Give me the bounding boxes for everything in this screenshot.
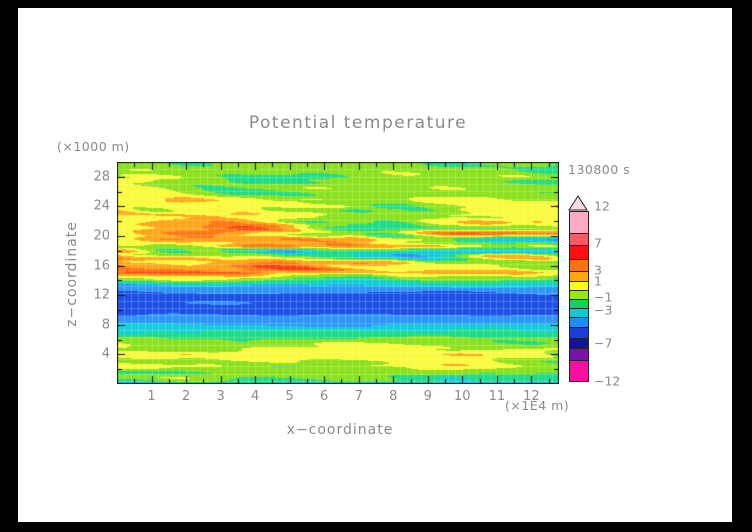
y-tick-label: 20 — [93, 228, 110, 244]
colorbar-label: 12 — [594, 198, 610, 214]
colorbar-segment — [570, 245, 588, 259]
colorbar-segment — [570, 360, 588, 381]
y-tick-label: 16 — [93, 258, 110, 274]
colorbar-label: −3 — [594, 302, 613, 318]
plot-title: Potential temperature — [248, 113, 468, 133]
y-tick-label: 4 — [101, 346, 110, 362]
colorbar-segment — [570, 233, 588, 245]
colorbar-segment — [570, 281, 588, 290]
timestamp-label: 130800 s — [568, 162, 631, 177]
x-axis-unit-label: (×1E4 m) — [505, 398, 570, 413]
y-tick-label: 8 — [101, 317, 110, 333]
x-tick-label: 5 — [285, 389, 294, 404]
x-tick-label: 11 — [488, 389, 506, 404]
x-tick-label: 10 — [454, 389, 471, 404]
x-tick-label: 12 — [523, 389, 540, 404]
colorbar-label: 1 — [594, 273, 602, 289]
colorbar-segment — [570, 348, 588, 360]
x-tick-label: 9 — [423, 389, 432, 404]
colorbar-segment — [570, 327, 588, 338]
colorbar-segment — [570, 299, 588, 308]
x-tick-label: 6 — [320, 389, 329, 404]
x-tick-label: 2 — [181, 389, 191, 404]
colorbar-label: −12 — [594, 373, 621, 389]
x-axis-title: x−coordinate — [286, 422, 394, 438]
x-tick-label: 1 — [147, 389, 156, 404]
y-axis-unit-label: (×1000 m) — [57, 139, 130, 154]
colorbar-segment — [570, 271, 588, 281]
colorbar-arrow-icon — [568, 195, 588, 211]
contour-plot-canvas — [117, 162, 559, 384]
colorbar-segment — [570, 290, 588, 299]
x-tick-label: 8 — [389, 389, 398, 404]
y-tick-label: 24 — [93, 198, 110, 214]
colorbar — [569, 211, 589, 382]
colorbar-segment — [570, 212, 588, 233]
x-tick-label: 4 — [250, 389, 260, 404]
colorbar-label: −7 — [594, 335, 613, 351]
x-tick-label: 3 — [216, 389, 225, 404]
colorbar-label: 7 — [594, 235, 602, 251]
colorbar-segment — [570, 317, 588, 327]
y-axis-title: z−coordinate — [64, 221, 80, 327]
colorbar-segment — [570, 338, 588, 348]
colorbar-segment — [570, 308, 588, 317]
y-tick-label: 12 — [93, 287, 110, 303]
colorbar-segment — [570, 259, 588, 271]
y-tick-label: 28 — [93, 169, 110, 185]
x-tick-label: 7 — [354, 389, 363, 404]
colorbar-label: −1 — [594, 289, 613, 305]
colorbar-label: 3 — [594, 262, 602, 278]
plot-page: Potential temperature (×1000 m) 130800 s… — [18, 8, 732, 522]
